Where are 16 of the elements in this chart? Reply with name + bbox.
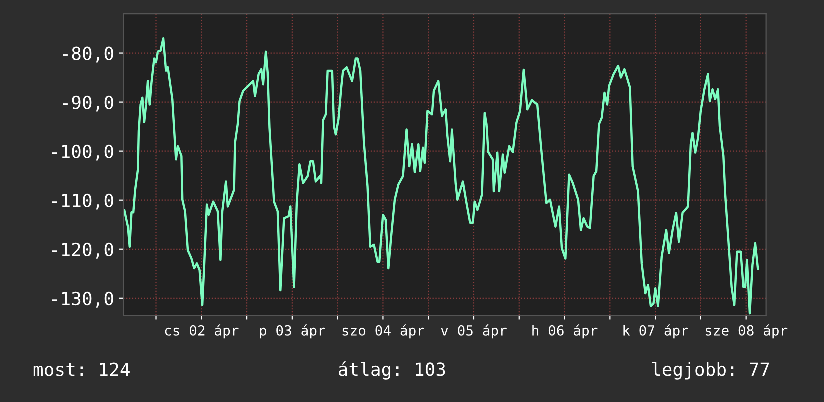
text: átlag: 103 <box>339 362 446 380</box>
x-tick-label: sze 08 ápr <box>706 324 788 339</box>
y-tick-label: -120,0 <box>52 242 114 259</box>
y-tick-label: -110,0 <box>52 194 114 210</box>
x-tick-label: v 05 ápr <box>441 324 507 339</box>
text: most: 124 <box>34 362 130 376</box>
y-tick-label: -90,0 <box>63 96 114 112</box>
x-tick-label: cs 02 ápr <box>165 324 239 339</box>
text: legjobb: 77 <box>652 362 770 380</box>
x-tick-label: k 07 ápr <box>624 324 688 339</box>
x-tick-label: szo 04 ápr <box>342 324 424 339</box>
y-tick-label: -130,0 <box>52 292 114 308</box>
y-tick-label: -80,0 <box>63 46 114 63</box>
x-tick-label: p 03 ápr <box>260 324 326 339</box>
y-tick-label: -100,0 <box>52 144 114 161</box>
x-tick-label: h 06 ápr <box>532 324 598 339</box>
